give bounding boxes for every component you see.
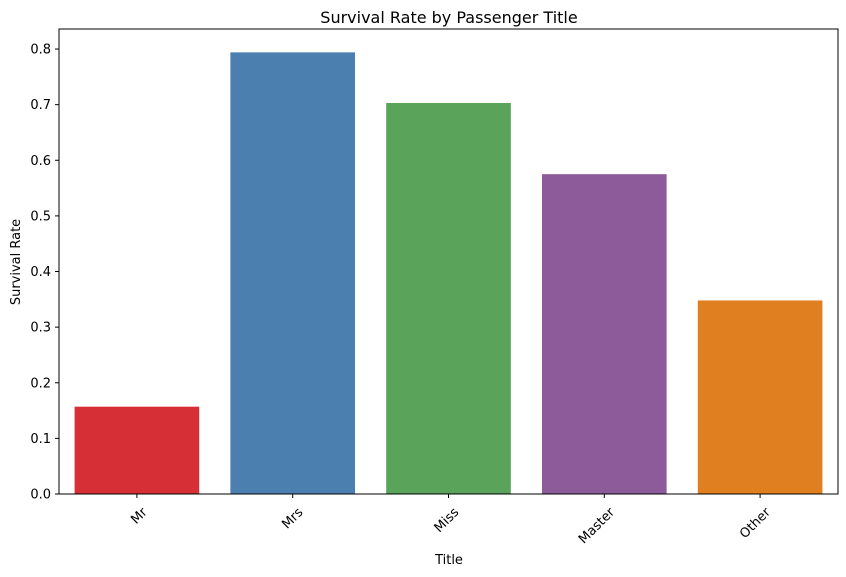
y-tick-label: 0.5: [30, 209, 51, 224]
y-tick-label: 0.3: [30, 321, 51, 336]
y-tick-label: 0.0: [30, 488, 51, 503]
y-tick-label: 0.8: [30, 43, 51, 58]
x-tick-label-mrs: Mrs: [279, 505, 306, 532]
x-tick-label-mr: Mr: [128, 505, 151, 528]
y-tick-label: 0.6: [30, 154, 51, 169]
y-axis-label: Survival Rate: [9, 219, 24, 305]
bar-master: [541, 174, 667, 494]
x-axis: Mr Mrs Miss Master Other: [128, 494, 774, 547]
bar-other: [697, 300, 823, 494]
y-tick-label: 0.7: [30, 98, 51, 113]
y-axis: 0.0 0.1 0.2 0.3 0.4 0.5 0.6 0.7 0.8: [30, 43, 59, 503]
bars-group: [74, 52, 823, 495]
bar-mr: [74, 406, 200, 494]
y-tick-label: 0.1: [30, 432, 51, 447]
bar-miss: [386, 102, 511, 495]
chart-title: Survival Rate by Passenger Title: [320, 8, 577, 27]
y-tick-label: 0.2: [30, 376, 51, 391]
x-tick-label-other: Other: [737, 505, 774, 542]
x-axis-label: Title: [434, 553, 463, 568]
y-tick-label: 0.4: [30, 265, 51, 280]
x-tick-label-master: Master: [576, 505, 618, 547]
x-tick-label-miss: Miss: [432, 505, 463, 536]
bar-mrs: [230, 52, 356, 495]
